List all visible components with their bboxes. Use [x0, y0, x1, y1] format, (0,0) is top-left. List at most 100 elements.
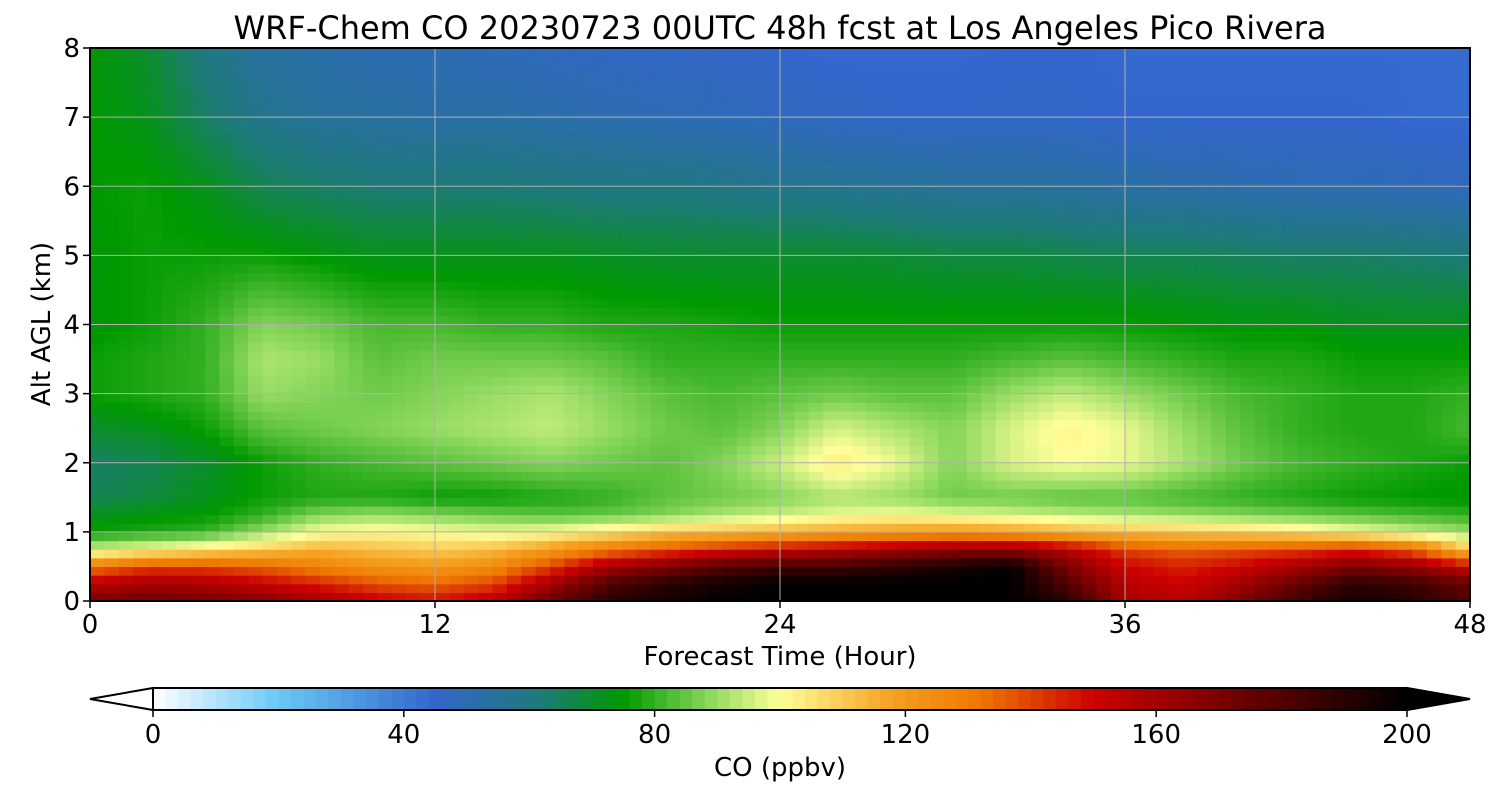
heatmap-cell [794, 445, 810, 455]
heatmap-cell [794, 229, 810, 239]
heatmap-cell [1326, 419, 1342, 429]
heatmap-cell [161, 419, 177, 429]
heatmap-cell [564, 186, 580, 196]
heatmap-cell [463, 488, 479, 498]
heatmap-cell [492, 160, 508, 170]
heatmap-cell [161, 497, 177, 507]
heatmap-cell [1038, 393, 1054, 403]
heatmap-cell [665, 324, 680, 334]
heatmap-cell [233, 177, 249, 187]
heatmap-cell [1426, 471, 1442, 481]
heatmap-cell [923, 194, 939, 205]
heatmap-cell [780, 229, 795, 239]
heatmap-cell [190, 264, 206, 274]
heatmap-cell [1081, 298, 1097, 308]
heatmap-cell [1067, 333, 1083, 343]
heatmap-cell [205, 281, 220, 291]
heatmap-cell [492, 151, 508, 161]
heatmap-cell [923, 462, 939, 472]
heatmap-cell [837, 419, 853, 429]
heatmap-cell [895, 367, 910, 377]
heatmap-cell [851, 333, 867, 343]
heatmap-cell [363, 350, 379, 360]
heatmap-cell [823, 212, 839, 222]
heatmap-cell [1340, 592, 1356, 602]
heatmap-cell [1426, 410, 1442, 421]
heatmap-cell [765, 246, 781, 256]
heatmap-cell [1110, 523, 1126, 533]
heatmap-cell [995, 471, 1011, 481]
heatmap-cell [564, 471, 580, 481]
heatmap-cell [1240, 151, 1255, 161]
heatmap-cell [1182, 384, 1198, 395]
heatmap-cell [435, 445, 450, 455]
heatmap-cell [449, 264, 465, 274]
heatmap-cell [219, 540, 235, 550]
heatmap-cell [391, 566, 407, 576]
heatmap-cell [794, 367, 810, 377]
heatmap-cell [837, 393, 853, 403]
heatmap-cell [1182, 151, 1198, 161]
heatmap-cell [578, 497, 594, 507]
heatmap-cell [1441, 255, 1457, 265]
heatmap-cell [794, 151, 810, 161]
heatmap-cell [176, 531, 192, 542]
heatmap-cell [118, 505, 134, 516]
heatmap-cell [1240, 462, 1255, 472]
heatmap-cell [276, 264, 292, 274]
heatmap-cell [1096, 350, 1112, 360]
heatmap-cell [593, 384, 609, 395]
heatmap-cell [1110, 298, 1126, 308]
heatmap-cell [578, 436, 594, 447]
heatmap-cell [1326, 272, 1342, 282]
heatmap-cell [449, 341, 465, 352]
heatmap-cell [506, 471, 522, 481]
heatmap-cell [607, 264, 623, 274]
heatmap-cell [449, 194, 465, 205]
heatmap-cell [449, 523, 465, 533]
heatmap-cell [1081, 393, 1097, 403]
heatmap-cell [1254, 480, 1270, 490]
heatmap-cell [1254, 505, 1270, 516]
heatmap-cell [1369, 514, 1385, 524]
heatmap-cell [593, 177, 609, 187]
heatmap-cell [1153, 488, 1169, 498]
heatmap-cell [1182, 246, 1198, 256]
heatmap-cell [808, 462, 824, 472]
heatmap-cell [233, 289, 249, 300]
heatmap-cell [1081, 428, 1097, 438]
heatmap-cell [449, 592, 465, 602]
heatmap-cell [1240, 359, 1255, 369]
heatmap-cell [147, 531, 163, 542]
heatmap-cell [679, 307, 695, 317]
heatmap-cell [1455, 523, 1471, 533]
heatmap-cell [1096, 393, 1112, 403]
heatmap-cell [118, 410, 134, 421]
heatmap-cell [506, 384, 522, 395]
heatmap-cell [1139, 160, 1155, 170]
heatmap-cell [291, 194, 307, 205]
heatmap-cell [593, 255, 609, 265]
heatmap-cell [751, 514, 767, 524]
heatmap-cell [1225, 376, 1241, 386]
heatmap-cell [377, 186, 393, 196]
heatmap-cell [320, 480, 335, 490]
heatmap-cell [348, 436, 364, 447]
heatmap-cell [1398, 514, 1414, 524]
heatmap-cell [578, 324, 594, 334]
heatmap-cell [506, 376, 522, 386]
heatmap-cell [1311, 168, 1327, 179]
heatmap-cell [837, 462, 853, 472]
heatmap-cell [1038, 186, 1054, 196]
heatmap-cell [449, 583, 465, 593]
heatmap-cell [1081, 592, 1097, 602]
heatmap-cell [521, 203, 537, 213]
heatmap-cell [1067, 557, 1083, 568]
heatmap-cell [794, 583, 810, 593]
heatmap-cell [262, 264, 278, 274]
heatmap-cell [794, 454, 810, 464]
heatmap-cell [1326, 324, 1342, 334]
heatmap-cell [521, 540, 537, 550]
heatmap-cell [1225, 402, 1241, 412]
heatmap-cell [938, 238, 954, 248]
